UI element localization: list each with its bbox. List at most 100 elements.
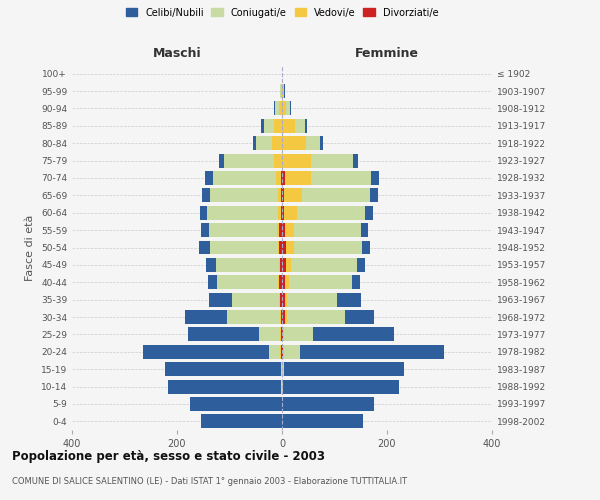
- Bar: [282, 223, 284, 237]
- Bar: [281, 206, 282, 220]
- Bar: [282, 206, 365, 220]
- Bar: [282, 258, 286, 272]
- Bar: [282, 136, 320, 150]
- Bar: [253, 136, 282, 150]
- Bar: [280, 276, 282, 289]
- Bar: [282, 102, 286, 116]
- Bar: [282, 188, 378, 202]
- Bar: [282, 310, 287, 324]
- Bar: [282, 188, 370, 202]
- Bar: [280, 345, 282, 358]
- Bar: [190, 397, 282, 411]
- Bar: [281, 380, 282, 394]
- Bar: [282, 292, 337, 306]
- Bar: [280, 328, 282, 342]
- Bar: [282, 276, 284, 289]
- Text: Maschi: Maschi: [152, 47, 202, 60]
- Bar: [209, 223, 282, 237]
- Bar: [282, 223, 294, 237]
- Bar: [281, 345, 282, 358]
- Bar: [275, 102, 282, 116]
- Bar: [280, 84, 282, 98]
- Bar: [282, 310, 284, 324]
- Bar: [282, 102, 292, 116]
- Bar: [282, 240, 370, 254]
- Bar: [213, 171, 282, 185]
- Bar: [209, 292, 282, 306]
- Bar: [219, 154, 282, 168]
- Bar: [282, 292, 284, 306]
- Bar: [280, 84, 282, 98]
- Bar: [143, 345, 282, 358]
- Bar: [282, 136, 323, 150]
- Legend: Celibi/Nubili, Coniugati/e, Vedovi/e, Divorziati/e: Celibi/Nubili, Coniugati/e, Vedovi/e, Di…: [122, 5, 442, 20]
- Bar: [208, 276, 282, 289]
- Bar: [282, 119, 307, 133]
- Bar: [278, 240, 282, 254]
- Bar: [280, 223, 282, 237]
- Bar: [282, 188, 284, 202]
- Bar: [282, 345, 283, 358]
- Bar: [282, 310, 374, 324]
- Bar: [280, 258, 282, 272]
- Bar: [282, 136, 305, 150]
- Bar: [282, 171, 379, 185]
- Bar: [276, 171, 282, 185]
- Bar: [282, 362, 404, 376]
- Bar: [259, 328, 282, 342]
- Bar: [282, 206, 296, 220]
- Bar: [282, 362, 284, 376]
- Bar: [282, 258, 292, 272]
- Y-axis label: Fasce di età: Fasce di età: [25, 214, 35, 280]
- Bar: [282, 171, 284, 185]
- Text: Popolazione per età, sesso e stato civile - 2003: Popolazione per età, sesso e stato civil…: [12, 450, 325, 463]
- Bar: [282, 84, 284, 98]
- Bar: [205, 171, 282, 185]
- Bar: [282, 119, 305, 133]
- Bar: [282, 171, 371, 185]
- Bar: [188, 328, 282, 342]
- Bar: [280, 240, 282, 254]
- Bar: [200, 206, 282, 220]
- Bar: [282, 206, 373, 220]
- Bar: [185, 310, 282, 324]
- Bar: [209, 240, 282, 254]
- Bar: [274, 119, 282, 133]
- Bar: [282, 414, 364, 428]
- Bar: [281, 362, 282, 376]
- Bar: [282, 258, 365, 272]
- Bar: [282, 171, 311, 185]
- Bar: [282, 240, 294, 254]
- Bar: [261, 119, 282, 133]
- Bar: [278, 276, 282, 289]
- Bar: [282, 328, 284, 342]
- Bar: [282, 310, 345, 324]
- Bar: [232, 292, 282, 306]
- Bar: [278, 206, 282, 220]
- Bar: [282, 328, 283, 342]
- Bar: [217, 276, 282, 289]
- Bar: [282, 276, 289, 289]
- Bar: [282, 397, 374, 411]
- Bar: [200, 414, 282, 428]
- Bar: [282, 328, 394, 342]
- Bar: [202, 188, 282, 202]
- Bar: [282, 292, 361, 306]
- Bar: [271, 136, 282, 150]
- Bar: [282, 102, 290, 116]
- Bar: [216, 258, 282, 272]
- Bar: [282, 188, 302, 202]
- Bar: [282, 84, 284, 98]
- Bar: [279, 258, 282, 272]
- Bar: [200, 223, 282, 237]
- Bar: [199, 240, 282, 254]
- Bar: [282, 345, 444, 358]
- Bar: [263, 119, 282, 133]
- Bar: [280, 292, 282, 306]
- Bar: [282, 154, 353, 168]
- Bar: [282, 328, 313, 342]
- Bar: [280, 102, 282, 116]
- Bar: [282, 223, 361, 237]
- Bar: [282, 292, 287, 306]
- Bar: [208, 206, 282, 220]
